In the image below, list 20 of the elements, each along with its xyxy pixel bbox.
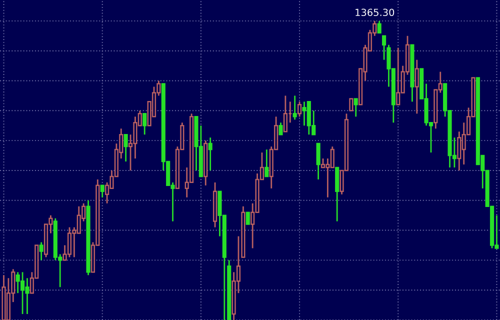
candlestick — [354, 98, 358, 118]
candlestick — [67, 226, 72, 258]
candlestick — [382, 35, 386, 61]
candlestick — [377, 20, 382, 34]
text: 1365.30 — [356, 8, 394, 16]
candlestick — [316, 142, 320, 180]
candlestick — [297, 100, 302, 118]
candlestick — [349, 98, 354, 112]
candlestick — [100, 184, 104, 198]
candlestick — [142, 112, 147, 136]
candlestick — [208, 136, 212, 172]
candlestick — [264, 148, 269, 178]
candlestick — [335, 166, 340, 222]
candlestick — [246, 212, 250, 225]
candlestick — [278, 122, 283, 136]
candlestick — [414, 59, 419, 114]
candlestick — [283, 95, 288, 132]
candlestick — [39, 242, 44, 261]
candlestick — [124, 134, 128, 162]
candlestick — [292, 95, 297, 120]
